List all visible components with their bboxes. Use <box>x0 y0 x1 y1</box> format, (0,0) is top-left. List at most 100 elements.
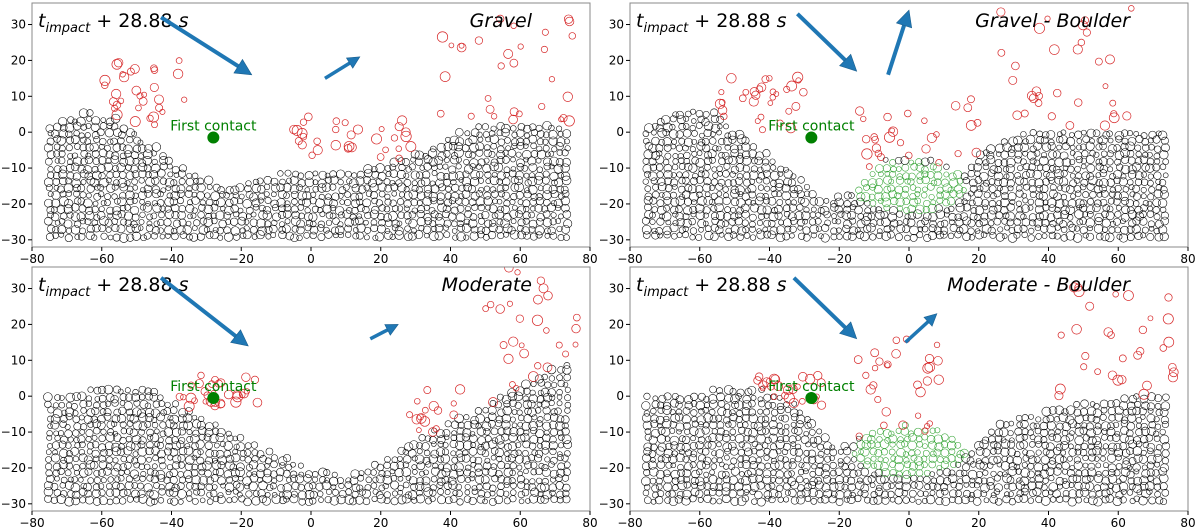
boulder-particle <box>878 171 884 177</box>
bed-particle <box>649 211 656 219</box>
bed-particle <box>979 439 989 449</box>
bed-particle <box>345 170 352 178</box>
bed-particle <box>410 227 417 234</box>
bed-particle <box>142 156 152 166</box>
bed-particle <box>304 482 313 492</box>
bed-particle <box>196 191 205 200</box>
bed-particle <box>979 172 989 182</box>
bed-particle <box>542 120 552 131</box>
bed-particle <box>186 429 193 435</box>
bed-particle <box>650 457 656 463</box>
bed-particle <box>262 473 272 484</box>
bed-particle <box>1032 170 1042 180</box>
bed-particle <box>894 156 903 165</box>
boulder-particle <box>890 455 897 462</box>
bed-particle <box>548 461 555 468</box>
bed-particle <box>496 198 503 205</box>
bed-particle <box>1049 165 1056 172</box>
bed-particle <box>762 427 770 435</box>
bed-particle <box>91 131 100 140</box>
bed-particle <box>1122 186 1129 193</box>
bed-particle <box>513 391 524 401</box>
bed-particle <box>775 182 784 191</box>
boulder-particle <box>876 428 884 435</box>
bed-particle <box>536 436 544 444</box>
bed-particle <box>696 176 704 184</box>
bed-particle <box>1147 193 1155 201</box>
bed-particle <box>690 409 698 417</box>
bed-particle <box>169 406 178 414</box>
bed-particle <box>994 428 1004 437</box>
bed-particle <box>882 481 892 491</box>
bed-particle <box>881 217 891 227</box>
bed-particle <box>750 395 757 401</box>
bed-particle <box>1086 474 1094 482</box>
bed-particle <box>1094 184 1103 194</box>
bed-particle <box>642 130 650 137</box>
bed-particle <box>507 454 516 463</box>
bed-particle <box>975 158 983 166</box>
bed-particle <box>1048 429 1056 437</box>
bed-particle <box>436 142 446 153</box>
bed-particle <box>215 210 225 221</box>
bed-particle <box>290 190 299 199</box>
bed-particle <box>403 205 410 212</box>
bed-particle <box>1072 233 1083 243</box>
bed-particle <box>523 429 530 436</box>
bed-particle <box>404 232 413 241</box>
time-label: timpact + 28.88 s <box>38 10 189 36</box>
bed-particle <box>383 461 391 470</box>
bed-particle <box>509 462 517 470</box>
bed-particle <box>961 198 968 205</box>
bed-particle <box>203 433 212 442</box>
bed-particle <box>1129 191 1136 198</box>
bed-particle <box>199 497 206 504</box>
bed-particle <box>259 455 267 463</box>
bed-particle <box>356 170 365 179</box>
bed-particle <box>1133 131 1139 137</box>
ejecta-particle <box>766 75 773 82</box>
bed-particle <box>715 477 723 485</box>
bed-particle <box>211 449 219 458</box>
bed-particle <box>469 431 476 437</box>
bed-particle <box>1146 151 1153 158</box>
bed-particle <box>226 434 234 442</box>
bed-particle <box>455 163 462 170</box>
bed-particle <box>929 471 935 477</box>
bed-particle <box>119 205 127 212</box>
bed-particle <box>704 156 713 165</box>
bed-particle <box>683 157 691 165</box>
bed-particle <box>522 399 532 409</box>
bed-particle <box>146 434 154 441</box>
bed-particle <box>661 115 671 125</box>
bed-particle <box>1158 179 1167 187</box>
bed-particle <box>561 157 571 167</box>
boulder-particle <box>868 193 876 201</box>
bed-particle <box>1093 484 1102 492</box>
bed-particle <box>835 498 844 506</box>
bed-particle <box>722 433 731 443</box>
bed-particle <box>847 210 856 220</box>
bed-particle <box>1008 136 1018 147</box>
boulder-particle <box>873 460 883 470</box>
bed-particle <box>1081 475 1091 484</box>
bed-particle <box>372 476 379 483</box>
bed-particle <box>441 448 450 456</box>
bed-particle <box>351 483 361 492</box>
ejecta-particle <box>200 387 210 396</box>
ejecta-particle <box>135 104 142 112</box>
bed-particle <box>489 161 499 172</box>
ejecta-particle <box>1055 383 1066 395</box>
bed-particle <box>1007 185 1014 192</box>
ejecta-particle <box>997 48 1006 57</box>
bed-particle <box>803 430 809 437</box>
bed-particle <box>795 435 801 441</box>
bed-particle <box>1081 469 1089 478</box>
bed-particle <box>516 428 525 436</box>
bed-particle <box>106 483 113 490</box>
bed-particle <box>253 490 260 497</box>
bed-particle <box>440 453 451 464</box>
ejecta-particle <box>154 94 164 105</box>
bed-particle <box>481 123 489 131</box>
boulder-particle <box>934 427 941 434</box>
